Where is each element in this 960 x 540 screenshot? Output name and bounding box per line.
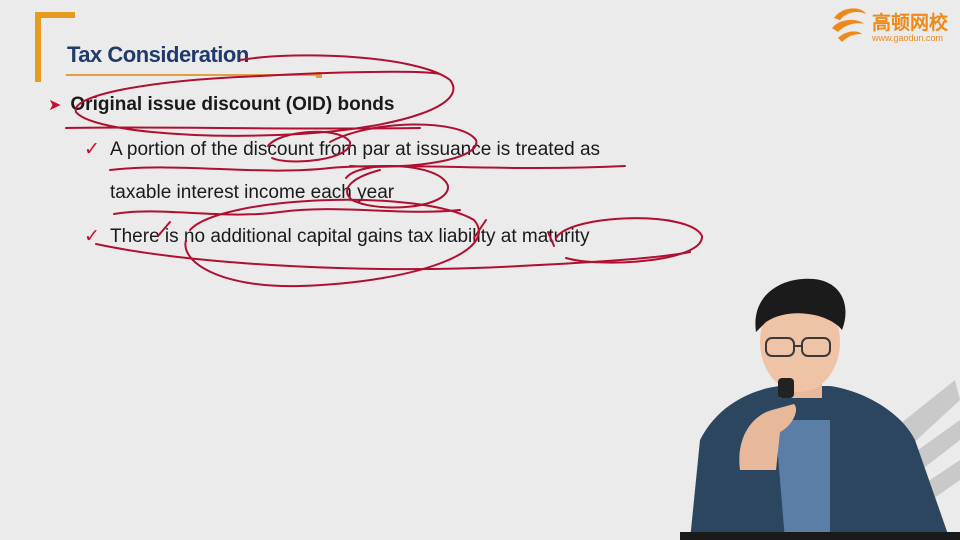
- sub-bullet-1-line2: taxable interest income each year: [110, 182, 395, 203]
- annotation-no-capital-circle: [184, 198, 480, 288]
- logo-name: 高顿网校: [872, 12, 949, 34]
- title-underline-end: [316, 72, 322, 78]
- presenter-glasses: [765, 337, 831, 357]
- checkmark-icon: ✓: [84, 226, 100, 247]
- annotation-title-loop: [74, 54, 455, 137]
- presenter-hand: [739, 404, 797, 470]
- sub-bullet-1-line1: A portion of the discount from par at is…: [110, 138, 601, 160]
- sub-bullet-2-line1: There is no additional capital gains tax…: [110, 225, 590, 247]
- title-underline: [66, 74, 322, 76]
- desk-edge: [680, 532, 960, 540]
- sub-bullet-2: ✓ There is no additional capital gains t…: [84, 225, 589, 248]
- presenter-shirt: [775, 420, 830, 540]
- logo-url: www.gaodun.com: [872, 33, 944, 43]
- checkmark-icon: ✓: [84, 139, 100, 160]
- arrow-bullet-icon: ➤: [48, 97, 62, 114]
- annotation-strike-tax: [473, 219, 487, 239]
- annotation-par-loop: [329, 123, 478, 168]
- annotation-each-year-circle: [345, 165, 450, 209]
- corner-bracket-top: [35, 12, 75, 18]
- annotation-line2-wave: [113, 208, 461, 216]
- microphone: [778, 378, 794, 398]
- presenter-video: [680, 278, 960, 540]
- presenter-hair: [755, 278, 846, 332]
- main-bullet-text: Original issue discount (OID) bonds: [70, 94, 395, 115]
- presenter-face: [760, 292, 840, 392]
- slide-title: Tax Consideration: [67, 42, 249, 67]
- corner-bracket: [35, 12, 41, 82]
- annotation-strike-is: [157, 221, 171, 237]
- gaodun-logo-icon: [832, 8, 866, 42]
- annotation-maturity-circle: [555, 217, 704, 264]
- sub-bullet-1: ✓ A portion of the discount from par at …: [84, 138, 600, 161]
- annotation-oid-underline: [65, 126, 421, 130]
- annotation-bracket: [547, 231, 555, 247]
- annotation-line3-underline: [95, 243, 691, 271]
- main-bullet: ➤ Original issue discount (OID) bonds: [48, 94, 394, 116]
- gaodun-logo: 高顿网校 www.gaodun.com: [828, 4, 956, 44]
- annotation-discount-circle: [267, 130, 352, 163]
- annotation-line1-wave: [109, 165, 626, 172]
